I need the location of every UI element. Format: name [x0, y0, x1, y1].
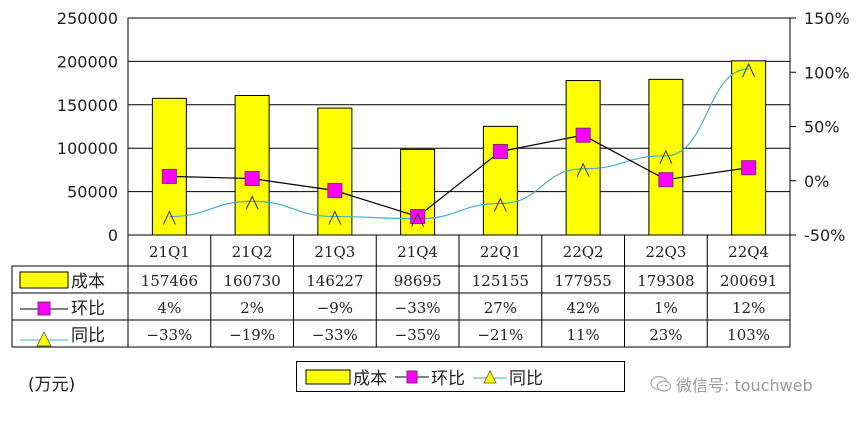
y2-tick-label: 50%: [804, 118, 840, 137]
chart-canvas: 250000 200000 150000 100000 50000 0 150% 100% 50…: [11, 9, 850, 348]
table-cell: 42%: [566, 299, 599, 317]
legend-item-yoy: 同比: [473, 364, 543, 389]
yellow-triangle-line-icon: [473, 369, 507, 383]
marker-yoy: [576, 162, 590, 178]
x-category-label: 21Q1: [149, 243, 190, 261]
table-cell: 179308: [637, 272, 694, 290]
legend-label-qoq: 环比: [431, 369, 465, 389]
marker-qoq: [741, 160, 757, 176]
table-cell: −33%: [312, 326, 358, 344]
table-cell: 4%: [157, 299, 181, 317]
marker-qoq: [410, 209, 426, 225]
y-tick-label: 150000: [57, 96, 118, 115]
table-cell: −19%: [229, 326, 275, 344]
marker-yoy: [245, 195, 259, 210]
bar-cost: [234, 94, 270, 236]
bar-cost: [565, 80, 601, 236]
legend-label-cost: 成本: [353, 369, 387, 389]
table-row-label: 环比: [71, 299, 105, 319]
table-cell: 11%: [566, 326, 599, 344]
table-cell: −35%: [395, 326, 441, 344]
table-cell: 125155: [472, 272, 529, 290]
table-cell: 177955: [554, 272, 611, 290]
marker-qoq: [327, 183, 343, 199]
bar-cost: [648, 78, 684, 236]
table-cell: 160730: [223, 272, 280, 290]
table-cell: 23%: [649, 326, 682, 344]
table-cell: 103%: [727, 326, 770, 344]
legend-item-cost: 成本: [305, 364, 387, 389]
x-category-label: 22Q4: [728, 243, 769, 261]
marker-yoy: [328, 210, 342, 225]
table-cell: 2%: [240, 299, 264, 317]
y-tick-label: 0: [108, 226, 118, 245]
unit-label: (万元): [28, 375, 76, 395]
bar-cost: [482, 125, 518, 236]
line-qoq: [169, 134, 749, 218]
marker-yoy: [742, 62, 756, 78]
line-yoy: [169, 68, 749, 220]
y2-tick-label: 0%: [804, 172, 829, 191]
watermark-text: 微信号: touchweb: [676, 376, 813, 395]
table-cell: −21%: [477, 326, 523, 344]
y-tick-label: 100000: [57, 139, 118, 158]
magenta-square-line-icon: [395, 370, 429, 383]
legend-item-qoq: 环比: [395, 364, 465, 389]
marker-yoy: [411, 212, 425, 227]
plot-area: [127, 17, 791, 236]
y2-tick-label: -50%: [804, 226, 845, 245]
watermark: 微信号: touchweb: [650, 372, 813, 396]
table-cell: −33%: [146, 326, 192, 344]
x-category-label: 22Q1: [480, 243, 521, 261]
table-cell: 146227: [306, 272, 363, 290]
yellow-triangle-line-icon: [36, 331, 52, 347]
y2-tick-label: 150%: [804, 9, 850, 28]
yellow-bar-swatch-icon: [19, 271, 69, 289]
table-cell: 157466: [141, 272, 198, 290]
marker-qoq: [161, 168, 177, 184]
table-cell: 27%: [484, 299, 517, 317]
table-cell: 12%: [732, 299, 765, 317]
x-category-label: 21Q3: [314, 243, 355, 261]
data-table: [11, 265, 791, 348]
marker-qoq: [244, 171, 260, 187]
table-cell: 200691: [720, 272, 777, 290]
table-cell: 98695: [394, 272, 442, 290]
x-category-label: 22Q2: [563, 243, 604, 261]
bar-cost: [151, 97, 187, 236]
marker-yoy: [493, 197, 507, 212]
y2-tick-label: 100%: [804, 63, 850, 82]
wechat-icon: [650, 375, 672, 392]
table-row-label: 成本: [71, 272, 105, 292]
y-tick-label: 250000: [57, 9, 118, 28]
table-cell: 1%: [654, 299, 678, 317]
marker-qoq: [492, 143, 508, 159]
marker-yoy: [162, 210, 176, 225]
magenta-square-line-icon: [37, 301, 51, 316]
y-tick-label: 200000: [57, 52, 118, 71]
bar-cost: [317, 107, 353, 236]
y-tick-label: 50000: [67, 183, 118, 202]
yellow-bar-swatch-icon: [305, 369, 351, 384]
table-cell: −33%: [395, 299, 441, 317]
bar-cost: [731, 60, 767, 236]
marker-qoq: [575, 127, 591, 143]
table-cell: −9%: [317, 299, 353, 317]
table-row-label: 同比: [71, 326, 105, 346]
marker-qoq: [658, 172, 674, 188]
marker-yoy: [659, 149, 673, 165]
bar-cost: [400, 148, 436, 236]
x-category-label: 21Q4: [397, 243, 438, 261]
x-category-label: 21Q2: [232, 243, 273, 261]
legend-label-yoy: 同比: [509, 369, 543, 389]
chart-legend: 成本 环比 同比: [296, 361, 625, 392]
x-category-label: 22Q3: [645, 243, 686, 261]
